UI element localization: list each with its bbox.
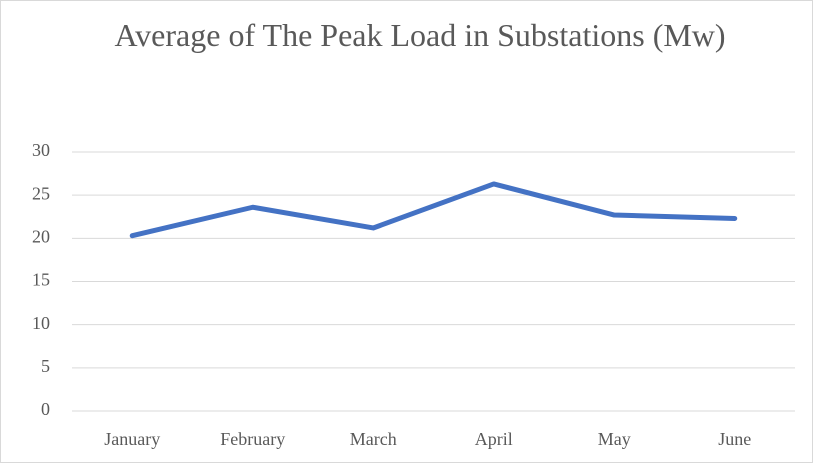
y-tick-label: 25 (32, 183, 50, 203)
x-tick-label: February (220, 429, 285, 449)
x-tick-label: June (718, 429, 751, 449)
x-tick-label: January (104, 429, 160, 449)
line (129, 181, 738, 239)
y-tick-label: 30 (32, 140, 50, 160)
y-tick-label: 0 (41, 399, 50, 419)
x-tick-label: April (475, 429, 513, 449)
y-tick-label: 15 (32, 270, 50, 290)
x-tick-label: March (350, 429, 397, 449)
x-tick-label: May (598, 429, 631, 449)
y-tick-label: 20 (32, 226, 50, 246)
y-tick-label: 5 (41, 356, 50, 376)
y-tick-label: 10 (32, 313, 50, 333)
chart-title: Average of The Peak Load in Substations … (114, 17, 726, 53)
